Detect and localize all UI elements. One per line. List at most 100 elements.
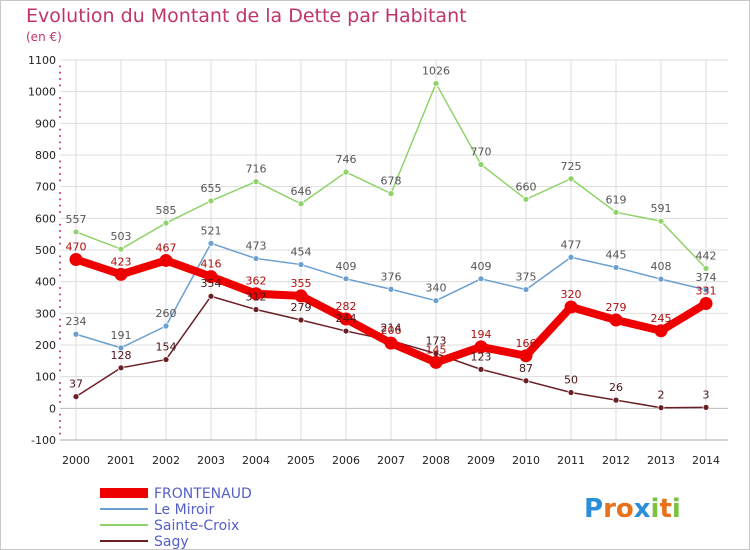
y-minor-tick	[59, 84, 61, 87]
data-label: 154	[156, 341, 177, 354]
x-tick-label: 2010	[512, 454, 540, 467]
data-point	[69, 253, 83, 266]
data-point	[207, 239, 215, 247]
y-minor-tick	[59, 350, 61, 353]
data-point	[477, 365, 485, 373]
data-label: 279	[291, 301, 312, 314]
data-point	[474, 340, 488, 354]
data-point	[567, 253, 575, 261]
x-tick-label: 2006	[332, 454, 360, 467]
y-minor-tick	[59, 147, 61, 150]
y-minor-tick	[59, 179, 61, 182]
data-label: 477	[561, 238, 582, 251]
data-label: 87	[519, 362, 533, 375]
data-label: 503	[111, 230, 132, 243]
x-tick-label: 2009	[467, 454, 495, 467]
data-label: 473	[246, 240, 267, 253]
data-label: 467	[156, 241, 177, 254]
y-tick-label: 300	[35, 307, 56, 320]
legend-item: FRONTENAUD	[100, 486, 252, 502]
y-minor-tick	[59, 128, 61, 131]
data-label: 746	[336, 153, 357, 166]
data-point	[702, 286, 710, 294]
data-point	[162, 322, 170, 330]
y-minor-tick	[59, 160, 61, 163]
x-tick-label: 2014	[692, 454, 720, 467]
data-label: 245	[651, 312, 672, 325]
data-point	[117, 344, 125, 352]
data-label: 423	[111, 255, 132, 268]
data-point	[162, 219, 170, 227]
data-point	[432, 80, 440, 87]
y-tick-label: 500	[35, 244, 56, 257]
y-minor-tick	[59, 363, 61, 365]
data-label: 191	[111, 329, 132, 342]
y-minor-tick	[59, 97, 61, 99]
data-label: 619	[606, 193, 627, 206]
x-tick-label: 2005	[287, 454, 315, 467]
data-label: 331	[696, 285, 717, 298]
data-label: 716	[246, 163, 267, 176]
y-tick-label: 1000	[28, 86, 56, 99]
data-label: 362	[246, 275, 267, 288]
data-label: 194	[471, 328, 492, 341]
y-minor-tick	[59, 325, 61, 327]
y-minor-tick	[59, 109, 61, 112]
x-tick-label: 2002	[152, 454, 180, 467]
data-point	[252, 306, 260, 313]
data-label: 646	[291, 185, 312, 198]
y-minor-tick	[59, 318, 61, 321]
y-minor-tick	[59, 103, 61, 106]
data-label: 1026	[422, 64, 450, 77]
data-label: 145	[426, 343, 447, 356]
data-label: 591	[651, 202, 672, 215]
data-point	[654, 324, 668, 338]
y-minor-tick	[59, 223, 61, 226]
y-tick-label: 0	[49, 402, 56, 415]
data-label: 320	[561, 288, 582, 301]
data-label: 557	[66, 213, 87, 226]
y-tick-label: 1100	[28, 54, 56, 67]
data-point	[72, 330, 80, 338]
data-point	[522, 377, 530, 385]
series	[69, 80, 713, 412]
y-minor-tick	[59, 198, 61, 201]
y-tick-label: -100	[31, 434, 56, 447]
data-label: 260	[156, 307, 177, 320]
data-point	[339, 312, 353, 326]
y-minor-tick	[59, 356, 61, 359]
data-label: 123	[471, 350, 492, 363]
data-point	[477, 275, 485, 283]
legend-label: Sagy	[154, 534, 189, 550]
y-minor-tick	[59, 71, 61, 74]
data-point	[702, 264, 710, 272]
data-label: 312	[246, 291, 267, 304]
data-label: 234	[66, 315, 87, 328]
y-minor-tick	[59, 268, 61, 270]
data-point	[204, 270, 218, 284]
data-label: 655	[201, 182, 222, 195]
data-point	[609, 313, 623, 327]
y-minor-tick	[59, 306, 61, 308]
y-minor-tick	[59, 401, 61, 403]
data-point	[297, 316, 305, 324]
data-label: 26	[609, 381, 623, 394]
data-label: 454	[291, 246, 312, 259]
data-point	[387, 285, 395, 293]
y-tick-label: 900	[35, 117, 56, 130]
data-label: 2	[658, 389, 665, 402]
data-label: 416	[201, 258, 222, 271]
y-tick-label: 100	[35, 371, 56, 384]
data-point	[162, 356, 170, 363]
data-point	[699, 297, 713, 311]
data-point	[342, 168, 350, 176]
data-point	[252, 178, 260, 186]
y-minor-tick	[59, 432, 61, 435]
data-point	[432, 297, 440, 305]
y-minor-tick	[59, 293, 61, 296]
y-tick-label: 200	[35, 339, 56, 352]
data-labels: 470 423 467 416 362 355 282 206 145 194 166 320 279 2…	[66, 64, 717, 401]
data-point	[567, 175, 575, 183]
data-label: 166	[516, 337, 537, 350]
y-minor-tick	[59, 230, 61, 232]
